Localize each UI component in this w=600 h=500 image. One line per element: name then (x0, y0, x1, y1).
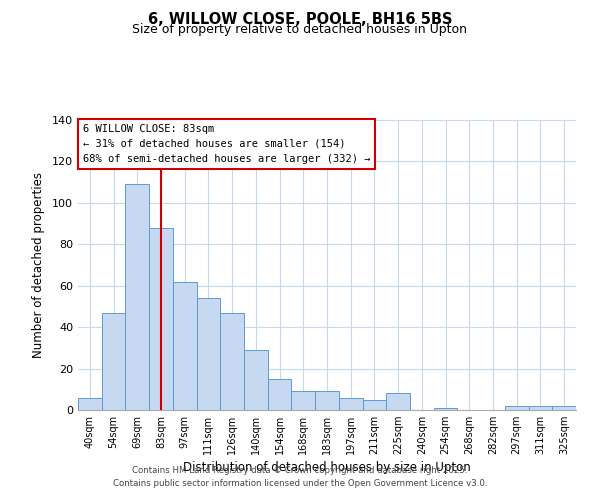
Bar (197, 298, 220, 410)
Bar (552, 406, 576, 410)
Bar (125, 184, 149, 410)
Bar (78, 398, 102, 410)
X-axis label: Distribution of detached houses by size in Upton: Distribution of detached houses by size … (183, 462, 471, 474)
Bar (244, 350, 268, 410)
Y-axis label: Number of detached properties: Number of detached properties (32, 172, 45, 358)
Text: 6, WILLOW CLOSE, POOLE, BH16 5BS: 6, WILLOW CLOSE, POOLE, BH16 5BS (148, 12, 452, 28)
Bar (315, 392, 339, 410)
Text: 6 WILLOW CLOSE: 83sqm
← 31% of detached houses are smaller (154)
68% of semi-det: 6 WILLOW CLOSE: 83sqm ← 31% of detached … (83, 124, 370, 164)
Bar (292, 392, 315, 410)
Bar (102, 312, 125, 410)
Text: Size of property relative to detached houses in Upton: Size of property relative to detached ho… (133, 22, 467, 36)
Bar (434, 408, 457, 410)
Text: Contains HM Land Registry data © Crown copyright and database right 2025.
Contai: Contains HM Land Registry data © Crown c… (113, 466, 487, 487)
Bar (529, 406, 552, 410)
Bar (149, 228, 173, 410)
Bar (362, 400, 386, 410)
Bar (339, 398, 362, 410)
Bar (173, 282, 197, 410)
Bar (386, 394, 410, 410)
Bar (505, 406, 529, 410)
Bar (220, 312, 244, 410)
Bar (268, 379, 292, 410)
